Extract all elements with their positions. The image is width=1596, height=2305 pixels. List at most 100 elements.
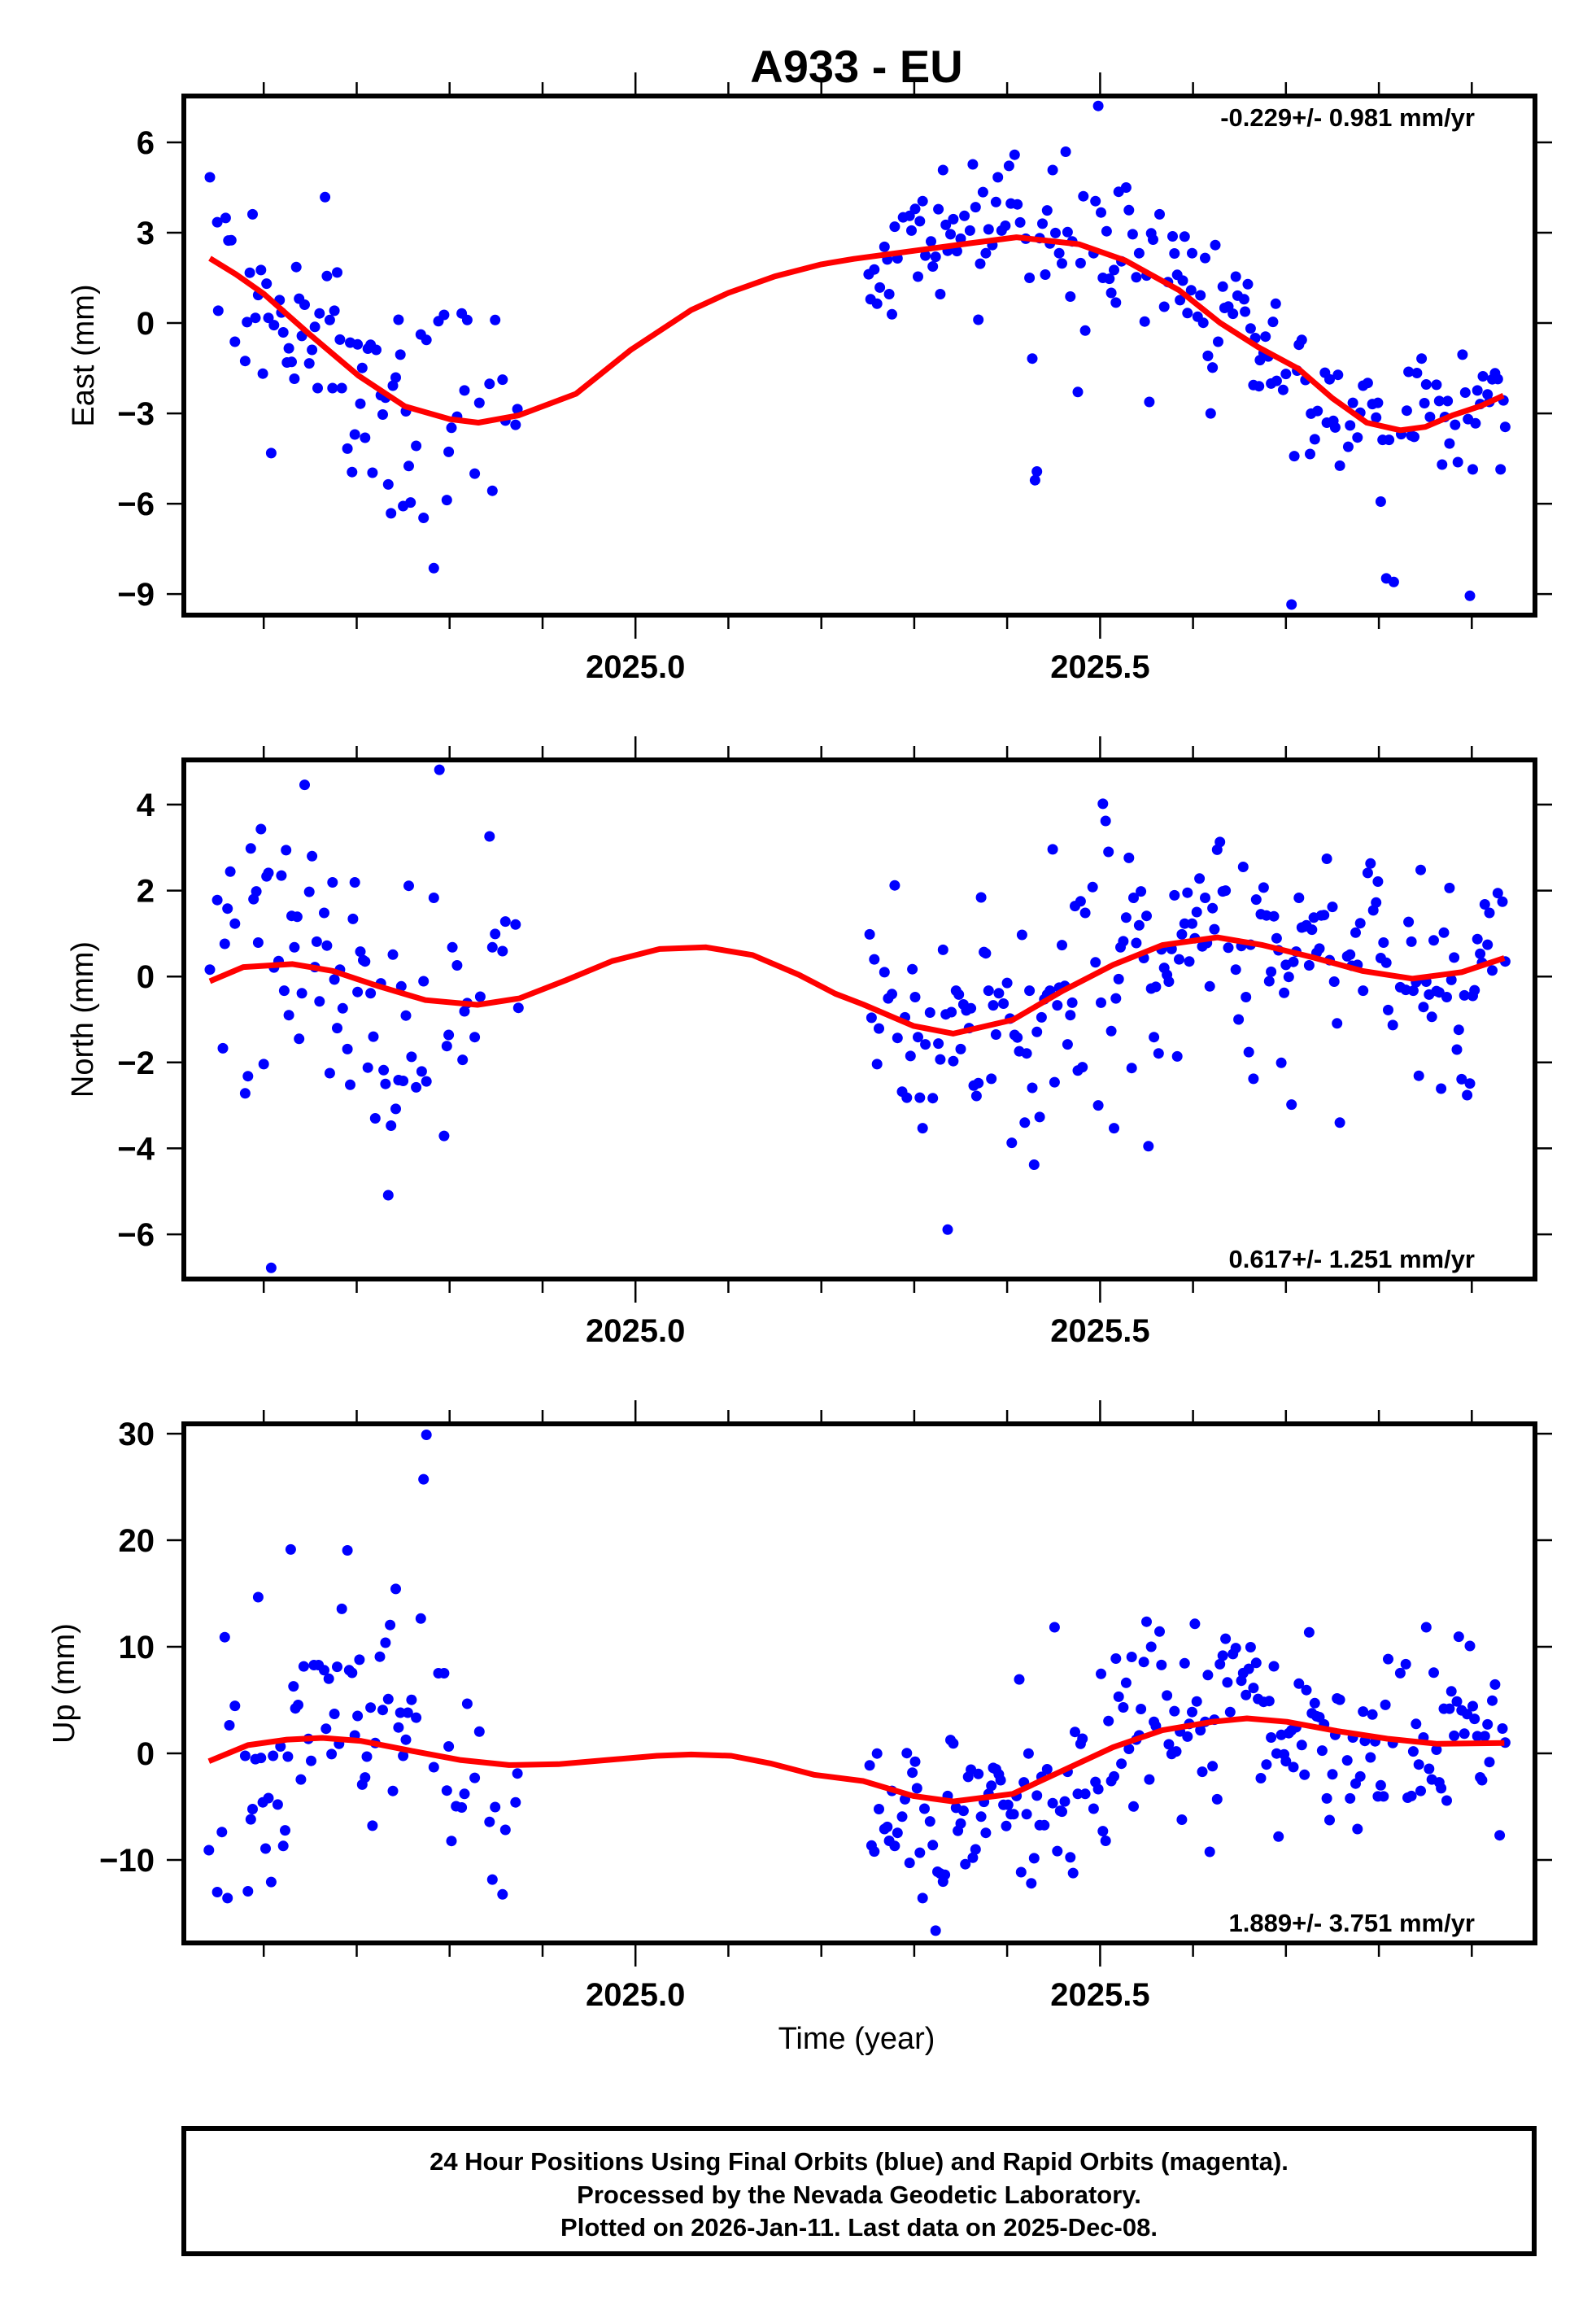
data-point [443, 446, 455, 457]
data-point [400, 1010, 412, 1021]
data-point [490, 928, 501, 940]
data-point [1472, 933, 1483, 945]
data-point [222, 903, 233, 915]
data-point [914, 1847, 926, 1858]
data-point [1144, 396, 1155, 408]
data-point [1242, 278, 1254, 290]
data-point [283, 343, 294, 354]
y-tick-label: 3 [137, 216, 155, 251]
data-point [1394, 1667, 1406, 1679]
data-point [1148, 234, 1158, 245]
data-point [1187, 247, 1197, 259]
data-point [887, 989, 897, 1000]
data-point [1047, 844, 1058, 855]
data-point [1110, 1653, 1122, 1664]
data-point [874, 1804, 884, 1814]
data-point [927, 1840, 939, 1851]
data-point [242, 1886, 254, 1897]
y-tick-label: −4 [117, 1131, 155, 1167]
data-point [1254, 355, 1266, 366]
data-point [1015, 1866, 1027, 1878]
data-point [992, 172, 1004, 183]
data-point [1367, 1709, 1378, 1720]
data-point [1280, 369, 1292, 380]
data-point [1217, 1650, 1228, 1661]
data-point [942, 1224, 953, 1235]
data-point [1097, 1826, 1109, 1837]
data-point [441, 495, 452, 506]
data-point [917, 195, 928, 207]
data-point [303, 358, 315, 369]
data-point [909, 1756, 921, 1767]
data-point [260, 1843, 271, 1854]
data-point [892, 1827, 903, 1839]
data-point [1411, 1718, 1422, 1730]
data-point [329, 305, 340, 317]
data-point [1462, 1089, 1473, 1101]
data-point [975, 892, 987, 903]
data-point [428, 562, 439, 574]
y-tick-label: 20 [119, 1523, 155, 1559]
data-point [438, 1130, 450, 1142]
data-point [1126, 1652, 1137, 1662]
data-point [970, 202, 981, 213]
data-point [1060, 146, 1071, 157]
data-point [1345, 949, 1356, 960]
data-point [1037, 218, 1048, 229]
data-point [1354, 1770, 1366, 1782]
data-point [1237, 862, 1249, 872]
data-point [312, 382, 323, 394]
data-point [1138, 1657, 1149, 1668]
data-point [1334, 1694, 1345, 1705]
data-point [332, 1023, 342, 1034]
data-point [1210, 239, 1221, 251]
data-point [1189, 1618, 1201, 1630]
data-point [1453, 1024, 1464, 1036]
data-point [456, 1802, 468, 1813]
data-point [1362, 378, 1373, 389]
data-point [1469, 1713, 1480, 1725]
data-point [369, 1113, 381, 1124]
data-point [307, 344, 318, 356]
data-point [864, 1760, 875, 1771]
data-point [1123, 852, 1135, 863]
data-point [1182, 308, 1193, 319]
data-point [398, 1750, 409, 1761]
data-point [1263, 1696, 1275, 1707]
data-point [1420, 1622, 1432, 1633]
data-point [245, 843, 256, 854]
data-point [1065, 1852, 1076, 1863]
data-point [1230, 271, 1241, 282]
data-point [1479, 1731, 1490, 1742]
data-point [497, 374, 508, 386]
data-points [204, 764, 1511, 1273]
data-point [1248, 1073, 1259, 1085]
data-point [1024, 985, 1036, 997]
data-point [250, 312, 261, 324]
data-point [395, 980, 407, 992]
data-point [1416, 353, 1428, 365]
x-tick-label: 2025.0 [586, 649, 685, 685]
data-point [1097, 798, 1109, 810]
data-point [1057, 258, 1067, 269]
data-point [239, 356, 251, 367]
data-point [917, 1123, 928, 1134]
data-point [1283, 971, 1294, 983]
data-point [1207, 1761, 1219, 1772]
data-point [1113, 1691, 1124, 1702]
data-point [1487, 965, 1498, 976]
data-point [1415, 1785, 1426, 1796]
data-point [1195, 290, 1206, 301]
data-point [428, 893, 439, 903]
data-point [864, 928, 875, 940]
data-point [1050, 227, 1061, 238]
data-point [352, 986, 364, 998]
data-point [869, 264, 880, 275]
data-point [239, 1088, 251, 1099]
data-point [1169, 248, 1180, 259]
data-point [332, 267, 342, 278]
y-tick-label: 6 [137, 125, 155, 161]
data-point [314, 996, 325, 1007]
data-point [1378, 937, 1389, 948]
data-point [371, 344, 382, 356]
